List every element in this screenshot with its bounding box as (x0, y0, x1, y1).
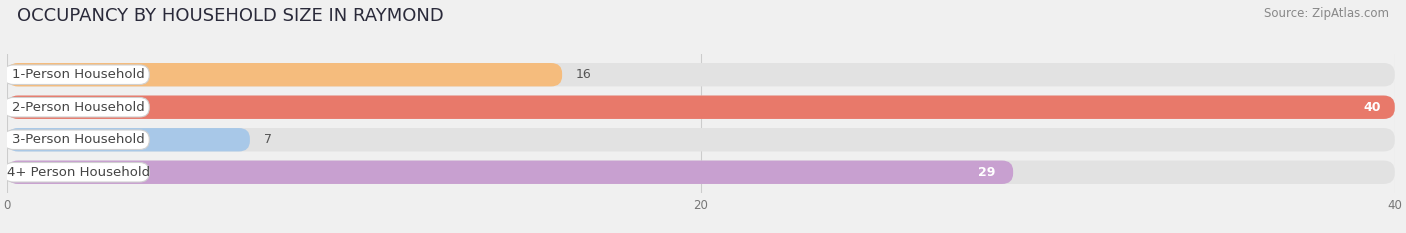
FancyBboxPatch shape (7, 128, 1395, 151)
FancyBboxPatch shape (4, 162, 149, 182)
Text: 29: 29 (979, 166, 995, 179)
FancyBboxPatch shape (4, 130, 149, 150)
Text: 16: 16 (576, 68, 592, 81)
Text: 4+ Person Household: 4+ Person Household (7, 166, 149, 179)
FancyBboxPatch shape (7, 96, 1395, 119)
FancyBboxPatch shape (4, 97, 149, 117)
Text: 1-Person Household: 1-Person Household (11, 68, 145, 81)
FancyBboxPatch shape (7, 63, 562, 86)
FancyBboxPatch shape (7, 128, 250, 151)
FancyBboxPatch shape (4, 65, 149, 85)
FancyBboxPatch shape (7, 161, 1395, 184)
Text: 3-Person Household: 3-Person Household (11, 133, 145, 146)
FancyBboxPatch shape (7, 96, 1395, 119)
Text: OCCUPANCY BY HOUSEHOLD SIZE IN RAYMOND: OCCUPANCY BY HOUSEHOLD SIZE IN RAYMOND (17, 7, 444, 25)
Text: Source: ZipAtlas.com: Source: ZipAtlas.com (1264, 7, 1389, 20)
Text: 7: 7 (264, 133, 271, 146)
FancyBboxPatch shape (7, 63, 1395, 86)
Text: 40: 40 (1364, 101, 1381, 114)
FancyBboxPatch shape (7, 161, 1014, 184)
Text: 2-Person Household: 2-Person Household (11, 101, 145, 114)
